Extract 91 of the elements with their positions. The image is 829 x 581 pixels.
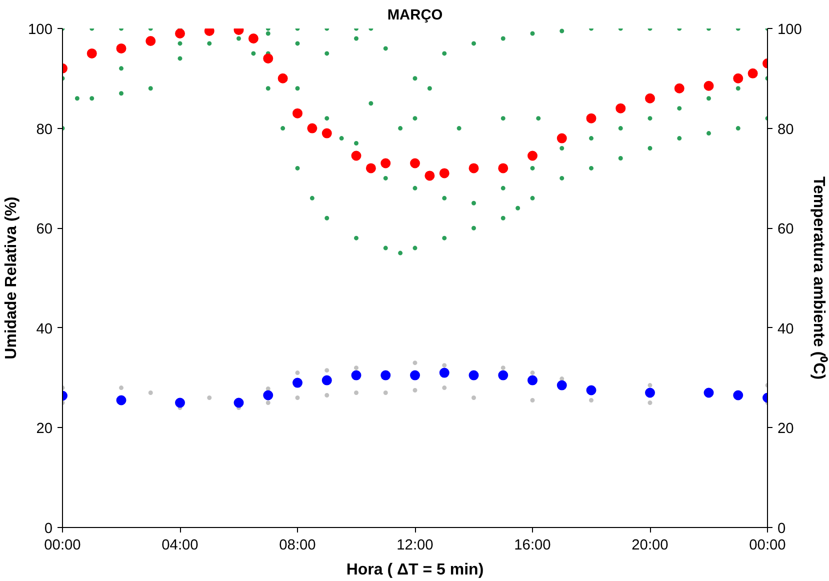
point <box>733 73 744 84</box>
point <box>645 388 655 398</box>
point <box>498 370 508 380</box>
point <box>324 393 330 398</box>
point <box>322 128 332 138</box>
point <box>380 158 391 168</box>
y2-tick-label: 20 <box>778 421 794 438</box>
x-tick-label: 12:00 <box>396 538 434 554</box>
y-tick-label: 100 <box>28 22 53 38</box>
point <box>263 53 274 64</box>
y-axis-title: Umidade Relativa (%) <box>3 196 20 360</box>
point <box>86 48 97 58</box>
point <box>528 375 538 386</box>
point <box>380 370 391 380</box>
x-tick-label: 04:00 <box>162 538 198 554</box>
point <box>586 113 596 124</box>
point <box>351 150 362 161</box>
point <box>119 386 124 390</box>
point <box>148 390 153 396</box>
point <box>410 370 420 380</box>
point <box>704 80 714 91</box>
point <box>412 388 418 393</box>
point <box>175 398 185 408</box>
point <box>263 390 274 400</box>
point <box>439 368 450 378</box>
point <box>116 43 126 54</box>
point <box>366 163 376 174</box>
y2-axis-title: Temperatura ambiente (⁰C) <box>810 176 828 380</box>
point <box>204 28 214 36</box>
y-tick-label: 40 <box>36 321 53 338</box>
y2-tick-label: 40 <box>778 321 794 338</box>
y2-tick-label: 60 <box>778 222 794 238</box>
y-tick-label: 20 <box>36 421 53 438</box>
point <box>556 380 567 390</box>
point <box>266 400 270 405</box>
y2-tick-label: 0 <box>778 521 786 537</box>
point <box>295 396 300 400</box>
x-tick-label: 20:00 <box>632 538 668 554</box>
x-tick-label: 16:00 <box>514 538 551 554</box>
point <box>248 33 258 44</box>
x-tick-label: 08:00 <box>279 538 316 554</box>
point <box>354 390 358 396</box>
point <box>530 398 535 402</box>
point <box>472 396 476 400</box>
point <box>733 390 744 400</box>
point <box>307 123 318 134</box>
point <box>645 93 655 104</box>
y2-tick-label: 100 <box>778 22 802 38</box>
point <box>442 386 447 390</box>
point <box>586 385 596 396</box>
point <box>383 390 388 396</box>
y-tick-label: 0 <box>44 521 53 537</box>
point <box>207 396 212 400</box>
point <box>278 73 288 84</box>
point <box>748 68 758 78</box>
point <box>589 398 594 402</box>
point <box>351 370 362 380</box>
point <box>234 398 244 408</box>
y2-tick-label: 80 <box>778 122 794 138</box>
point <box>648 400 652 405</box>
point <box>500 366 506 370</box>
point <box>648 383 652 388</box>
x-axis-title: Hora ( ΔT = 5 min) <box>346 562 484 578</box>
point <box>442 363 447 368</box>
x-tick-label: 00:00 <box>44 538 81 554</box>
x-tick-label: 00:00 <box>749 538 786 554</box>
point <box>292 108 302 118</box>
point <box>116 395 126 406</box>
point <box>528 150 538 161</box>
point <box>424 170 435 181</box>
y-tick-label: 80 <box>36 122 53 138</box>
point <box>498 163 508 174</box>
point <box>322 375 332 386</box>
point <box>468 163 479 174</box>
point <box>412 360 418 366</box>
point <box>410 158 420 168</box>
point <box>468 370 479 380</box>
point <box>324 368 330 373</box>
point <box>556 133 567 144</box>
chart-title: MARÇO <box>387 8 443 24</box>
point <box>674 83 684 94</box>
point <box>175 28 185 38</box>
point <box>704 388 714 398</box>
point <box>530 370 535 376</box>
point <box>146 36 156 46</box>
point <box>295 370 300 376</box>
point <box>439 168 450 178</box>
y-tick-label: 60 <box>36 222 53 238</box>
point <box>292 378 302 388</box>
point <box>354 366 358 370</box>
point <box>616 103 626 114</box>
